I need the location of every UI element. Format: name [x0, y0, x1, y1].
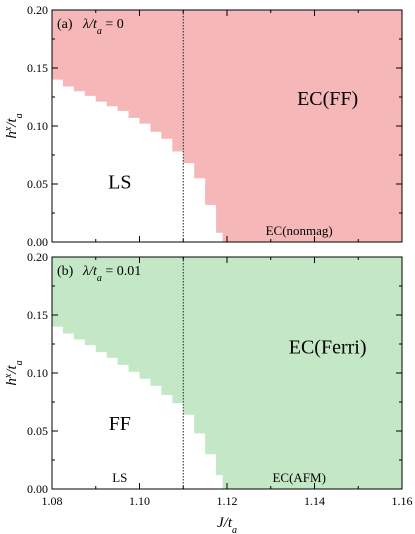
x-ticks-b: 1.08 1.10 1.12 1.14 1.16: [42, 257, 413, 508]
x-tick-label: 1.10: [129, 494, 150, 508]
y-tick-label: 0.05: [27, 424, 48, 438]
region-label: EC(Ferri): [289, 336, 367, 358]
y-tick-label: 0.20: [27, 3, 48, 17]
x-tick-label: 1.14: [304, 494, 325, 508]
y-ticks-b: 0.00 0.05 0.10 0.15 0.20: [27, 250, 402, 496]
x-axis-label: J/ta: [217, 515, 237, 534]
panel-b: 0.00 0.05 0.10 0.15 0.20 1.08 1.10 1.12 1.14 1.1…: [3, 250, 413, 534]
region-label: FF: [109, 413, 131, 435]
panel-label-a: (a): [57, 17, 73, 32]
y-tick-label: 0.00: [27, 235, 48, 249]
y-axis-label-a: hx/ta: [3, 113, 25, 138]
y-tick-label: 0.15: [27, 61, 48, 75]
region-label: EC(nonmag): [266, 223, 333, 238]
y-tick-label: 0.05: [27, 177, 48, 191]
region-label: LS: [112, 470, 127, 485]
panel-title-a: λ/ta = 0: [82, 17, 124, 37]
y-axis-label-b: hx/ta: [3, 360, 25, 385]
region-fill-b: [52, 257, 402, 489]
x-tick-label: 1.08: [42, 494, 63, 508]
region-label: EC(FF): [297, 88, 358, 110]
panel-title-b: λ/ta = 0.01: [82, 264, 141, 284]
panel-label-b: (b): [57, 264, 74, 279]
y-tick-label: 0.10: [27, 119, 48, 133]
region-label: LS: [108, 172, 131, 194]
annotations-b: EC(Ferri) FF LS EC(AFM): [109, 336, 367, 485]
y-ticks-a: 0.00 0.05 0.10 0.15 0.20: [27, 3, 402, 249]
y-tick-label: 0.20: [27, 250, 48, 264]
region-label: EC(AFM): [272, 470, 325, 485]
region-fill-a: [52, 10, 402, 242]
annotations-a: EC(FF) LS EC(nonmag): [108, 88, 358, 238]
y-tick-label: 0.10: [27, 366, 48, 380]
x-tick-label: 1.16: [392, 494, 413, 508]
x-ticks-a: [51, 10, 403, 242]
panel-a: 0.000.050.100.150.20 EC(FF)LSEC(nonmag) …: [3, 3, 403, 249]
x-tick-label: 1.12: [217, 494, 238, 508]
y-tick-label: 0.00: [27, 482, 48, 496]
y-tick-label: 0.15: [27, 308, 48, 322]
